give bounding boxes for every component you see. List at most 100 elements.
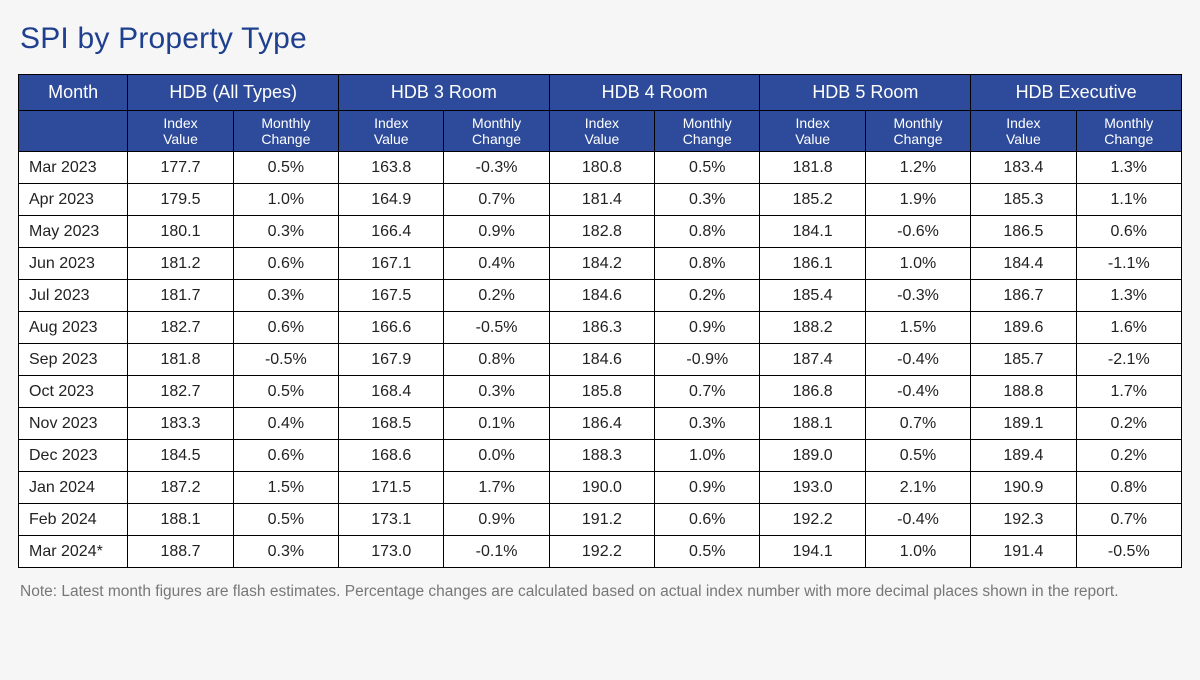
col-group-4room: HDB 4 Room (549, 75, 760, 111)
cell-monthly-change: 1.0% (865, 248, 970, 280)
cell-index-value: 163.8 (339, 152, 444, 184)
table-row: Jun 2023181.20.6%167.10.4%184.20.8%186.1… (19, 248, 1182, 280)
cell-index-value: 188.1 (760, 408, 865, 440)
cell-monthly-change: 0.5% (655, 152, 760, 184)
cell-index-value: 184.1 (760, 216, 865, 248)
cell-monthly-change: 1.3% (1076, 152, 1181, 184)
cell-monthly-change: 0.9% (444, 504, 549, 536)
cell-monthly-change: -0.6% (865, 216, 970, 248)
cell-index-value: 167.5 (339, 280, 444, 312)
cell-index-value: 185.3 (971, 184, 1076, 216)
cell-index-value: 179.5 (128, 184, 233, 216)
cell-index-value: 187.4 (760, 344, 865, 376)
cell-index-value: 191.2 (549, 504, 654, 536)
page-title: SPI by Property Type (20, 22, 1182, 56)
cell-monthly-change: 0.6% (655, 504, 760, 536)
cell-index-value: 184.2 (549, 248, 654, 280)
cell-index-value: 166.6 (339, 312, 444, 344)
cell-index-value: 180.8 (549, 152, 654, 184)
cell-monthly-change: -0.3% (865, 280, 970, 312)
sub-value: IndexValue (339, 111, 444, 152)
cell-index-value: 189.6 (971, 312, 1076, 344)
cell-index-value: 193.0 (760, 472, 865, 504)
cell-index-value: 183.3 (128, 408, 233, 440)
cell-monthly-change: 0.6% (233, 248, 338, 280)
cell-monthly-change: 0.5% (233, 504, 338, 536)
cell-index-value: 177.7 (128, 152, 233, 184)
cell-index-value: 186.3 (549, 312, 654, 344)
cell-monthly-change: 0.8% (444, 344, 549, 376)
table-row: Jul 2023181.70.3%167.50.2%184.60.2%185.4… (19, 280, 1182, 312)
table-row: Mar 2024*188.70.3%173.0-0.1%192.20.5%194… (19, 536, 1182, 568)
cell-index-value: 181.7 (128, 280, 233, 312)
cell-monthly-change: 0.2% (1076, 408, 1181, 440)
cell-index-value: 188.7 (128, 536, 233, 568)
cell-index-value: 166.4 (339, 216, 444, 248)
cell-index-value: 184.6 (549, 280, 654, 312)
cell-index-value: 186.7 (971, 280, 1076, 312)
cell-monthly-change: 0.7% (655, 376, 760, 408)
col-group-all: HDB (All Types) (128, 75, 339, 111)
cell-monthly-change: 1.2% (865, 152, 970, 184)
cell-monthly-change: 0.3% (233, 280, 338, 312)
cell-index-value: 189.0 (760, 440, 865, 472)
cell-monthly-change: -0.5% (1076, 536, 1181, 568)
cell-index-value: 188.3 (549, 440, 654, 472)
cell-monthly-change: 0.6% (1076, 216, 1181, 248)
spi-thead: Month HDB (All Types) HDB 3 Room HDB 4 R… (19, 75, 1182, 152)
cell-index-value: 186.8 (760, 376, 865, 408)
table-row: Aug 2023182.70.6%166.6-0.5%186.30.9%188.… (19, 312, 1182, 344)
cell-index-value: 194.1 (760, 536, 865, 568)
cell-monthly-change: 0.8% (655, 216, 760, 248)
cell-month: Nov 2023 (19, 408, 128, 440)
cell-index-value: 184.6 (549, 344, 654, 376)
sub-change: MonthlyChange (1076, 111, 1181, 152)
cell-index-value: 167.9 (339, 344, 444, 376)
cell-monthly-change: 1.5% (233, 472, 338, 504)
cell-monthly-change: 0.9% (444, 216, 549, 248)
cell-monthly-change: 1.9% (865, 184, 970, 216)
cell-monthly-change: 1.6% (1076, 312, 1181, 344)
sub-change: MonthlyChange (444, 111, 549, 152)
cell-monthly-change: -2.1% (1076, 344, 1181, 376)
sub-change: MonthlyChange (865, 111, 970, 152)
cell-index-value: 187.2 (128, 472, 233, 504)
table-row: Mar 2023177.70.5%163.8-0.3%180.80.5%181.… (19, 152, 1182, 184)
table-row: Oct 2023182.70.5%168.40.3%185.80.7%186.8… (19, 376, 1182, 408)
cell-monthly-change: 0.2% (1076, 440, 1181, 472)
cell-monthly-change: 0.6% (233, 312, 338, 344)
table-row: Dec 2023184.50.6%168.60.0%188.31.0%189.0… (19, 440, 1182, 472)
cell-index-value: 181.8 (128, 344, 233, 376)
table-row: Feb 2024188.10.5%173.10.9%191.20.6%192.2… (19, 504, 1182, 536)
cell-index-value: 192.2 (760, 504, 865, 536)
cell-monthly-change: 1.7% (1076, 376, 1181, 408)
cell-index-value: 184.5 (128, 440, 233, 472)
cell-monthly-change: 0.5% (865, 440, 970, 472)
cell-index-value: 188.2 (760, 312, 865, 344)
cell-index-value: 168.6 (339, 440, 444, 472)
cell-monthly-change: 0.5% (233, 152, 338, 184)
col-month: Month (19, 75, 128, 111)
cell-index-value: 182.7 (128, 312, 233, 344)
cell-index-value: 188.8 (971, 376, 1076, 408)
cell-index-value: 182.8 (549, 216, 654, 248)
cell-index-value: 185.2 (760, 184, 865, 216)
cell-monthly-change: 0.6% (233, 440, 338, 472)
cell-index-value: 181.4 (549, 184, 654, 216)
cell-monthly-change: 0.3% (655, 184, 760, 216)
col-month-sub (19, 111, 128, 152)
cell-monthly-change: 0.2% (444, 280, 549, 312)
cell-monthly-change: 1.5% (865, 312, 970, 344)
table-row: Jan 2024187.21.5%171.51.7%190.00.9%193.0… (19, 472, 1182, 504)
table-row: Sep 2023181.8-0.5%167.90.8%184.6-0.9%187… (19, 344, 1182, 376)
cell-index-value: 181.8 (760, 152, 865, 184)
cell-monthly-change: 0.4% (233, 408, 338, 440)
cell-index-value: 190.9 (971, 472, 1076, 504)
cell-monthly-change: 2.1% (865, 472, 970, 504)
cell-index-value: 190.0 (549, 472, 654, 504)
cell-index-value: 186.1 (760, 248, 865, 280)
cell-monthly-change: 0.5% (655, 536, 760, 568)
cell-index-value: 173.0 (339, 536, 444, 568)
spi-tbody: Mar 2023177.70.5%163.8-0.3%180.80.5%181.… (19, 152, 1182, 568)
table-row: Apr 2023179.51.0%164.90.7%181.40.3%185.2… (19, 184, 1182, 216)
